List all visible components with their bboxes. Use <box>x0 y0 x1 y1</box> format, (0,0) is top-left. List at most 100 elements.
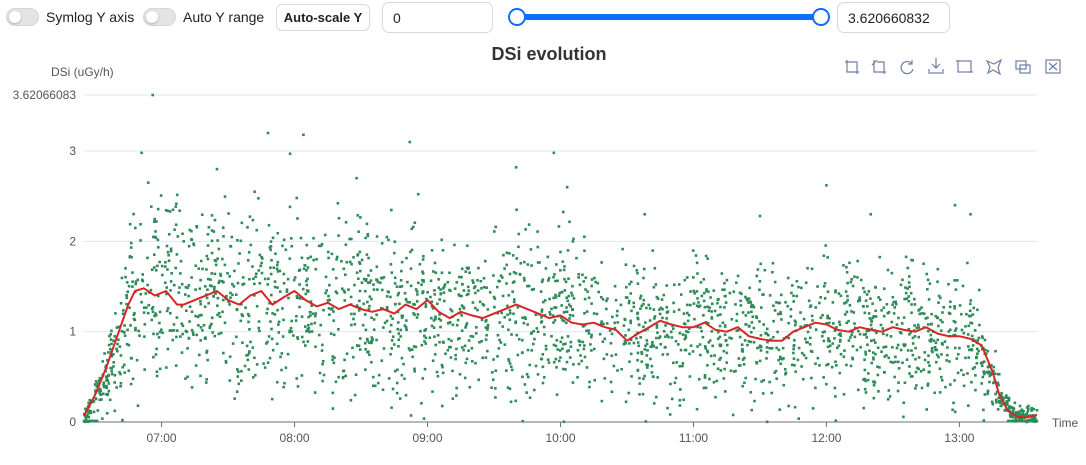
scatter-point <box>265 311 269 315</box>
y-min-input[interactable] <box>382 2 493 33</box>
scatter-point <box>463 376 467 380</box>
zoom-reset-icon[interactable] <box>871 59 886 74</box>
scatter-point <box>492 358 495 361</box>
scatter-point <box>948 312 952 315</box>
scatter-point <box>907 327 911 331</box>
scatter-point <box>661 307 664 311</box>
scatter-point <box>701 335 705 339</box>
auto-y-range-toggle[interactable] <box>143 8 176 26</box>
scatter-point <box>652 308 656 311</box>
scatter-point <box>527 284 531 288</box>
scatter-point <box>376 288 379 291</box>
scatter-point <box>825 184 828 187</box>
scatter-point <box>874 286 877 289</box>
scatter-point <box>848 303 852 307</box>
scatter-point <box>656 376 659 379</box>
scatter-point <box>694 254 698 257</box>
scatter-point <box>127 284 131 288</box>
scatter-point <box>639 294 643 298</box>
scatter-point <box>582 347 586 351</box>
scatter-point <box>571 314 575 317</box>
scatter-point <box>105 393 108 396</box>
scatter-point <box>486 328 489 331</box>
scatter-point <box>518 272 522 276</box>
scatter-point <box>112 339 115 343</box>
scatter-point <box>671 327 675 330</box>
scatter-point <box>737 357 741 360</box>
scatter-point <box>704 347 707 350</box>
scatter-point <box>528 396 532 400</box>
scatter-point <box>400 356 404 360</box>
scatter-point <box>872 396 876 400</box>
scatter-point <box>1011 411 1015 414</box>
scatter-point <box>642 267 646 271</box>
rect-select-icon[interactable] <box>956 60 973 73</box>
x-tick-labels: 07:00 08:00 09:00 10:00 11:00 12:00 13:00 <box>147 422 975 445</box>
y-max-input[interactable] <box>837 2 950 33</box>
symlog-y-axis-toggle[interactable] <box>6 8 39 26</box>
scatter-point <box>119 354 123 357</box>
y-range-slider[interactable] <box>508 7 830 27</box>
scatter-point <box>350 262 353 266</box>
scatter-point <box>327 256 330 260</box>
auto-scale-y-button[interactable]: Auto-scale Y <box>276 4 370 31</box>
scatter-point <box>542 325 546 329</box>
scatter-point <box>212 295 216 298</box>
scatter-point <box>236 375 240 378</box>
scatter-point <box>462 348 465 352</box>
scatter-point <box>517 232 521 236</box>
scatter-point <box>438 298 442 301</box>
scatter-point <box>302 267 306 271</box>
download-icon[interactable] <box>928 58 944 74</box>
scatter-point <box>201 267 204 271</box>
scatter-point <box>636 368 640 372</box>
scatter-point <box>521 375 524 379</box>
scatter-point <box>1035 419 1039 423</box>
scatter-point <box>566 299 570 303</box>
scatter-point <box>986 389 990 393</box>
scatter-point <box>702 386 706 390</box>
keep-select-icon[interactable] <box>1015 60 1031 74</box>
restore-icon[interactable] <box>900 60 914 75</box>
scatter-point <box>343 299 347 302</box>
scatter-point <box>929 333 933 337</box>
scatter-point <box>415 300 419 303</box>
scatter-point <box>131 377 135 381</box>
scatter-point <box>195 224 198 228</box>
scatter-point <box>420 402 423 405</box>
scatter-point <box>118 370 121 374</box>
scatter-point <box>267 277 270 281</box>
scatter-point <box>413 370 416 373</box>
scatter-point <box>802 353 806 357</box>
clear-select-icon[interactable] <box>1045 59 1061 74</box>
scatter-point <box>248 328 251 331</box>
scatter-point <box>167 259 171 263</box>
scatter-point <box>889 335 893 338</box>
lasso-select-icon[interactable] <box>985 58 1003 76</box>
scatter-point <box>301 287 305 291</box>
scatter-point <box>190 276 193 279</box>
y-tick-label: 2 <box>69 234 76 248</box>
slider-handle-min[interactable] <box>508 8 526 26</box>
scatter-point <box>368 295 372 298</box>
scatter-point <box>911 353 915 357</box>
scatter-point <box>276 286 279 289</box>
scatter-point <box>669 382 672 386</box>
scatter-point <box>556 348 559 351</box>
slider-handle-max[interactable] <box>812 8 830 26</box>
zoom-icon[interactable] <box>845 60 859 74</box>
scatter-point <box>214 292 217 295</box>
scatter-point <box>714 395 717 399</box>
scatter-point <box>213 258 217 262</box>
scatter-point <box>529 332 533 335</box>
scatter-point <box>367 350 370 354</box>
scatter-point <box>987 370 991 373</box>
scatter-point <box>129 357 133 360</box>
scatter-point <box>644 344 647 348</box>
scatter-point <box>871 302 874 306</box>
scatter-point <box>870 327 874 331</box>
scatter-point <box>787 321 790 325</box>
scatter-point <box>649 357 652 361</box>
scatter-point <box>917 367 920 371</box>
scatter-point <box>590 278 594 281</box>
